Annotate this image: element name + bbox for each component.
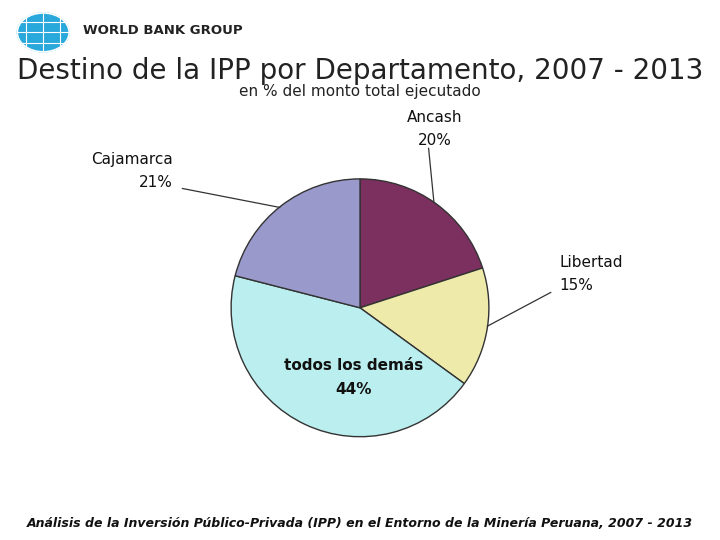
Text: Cajamarca: Cajamarca (91, 152, 173, 167)
Text: Destino de la IPP por Departamento, 2007 - 2013: Destino de la IPP por Departamento, 2007… (17, 57, 703, 85)
Text: en % del monto total ejecutado: en % del monto total ejecutado (239, 84, 481, 99)
Text: 21%: 21% (139, 176, 173, 190)
Text: Ancash: Ancash (407, 110, 462, 125)
Circle shape (17, 13, 69, 52)
Text: todos los demás: todos los demás (284, 359, 423, 373)
Text: WORLD BANK GROUP: WORLD BANK GROUP (83, 24, 243, 37)
Text: 44%: 44% (336, 381, 372, 396)
Wedge shape (231, 276, 464, 437)
Wedge shape (235, 179, 360, 308)
Text: Libertad: Libertad (560, 255, 624, 270)
Text: 15%: 15% (560, 279, 594, 293)
Wedge shape (360, 268, 489, 383)
Wedge shape (360, 179, 482, 308)
Text: 20%: 20% (418, 133, 451, 148)
Text: Análisis de la Inversión Público-Privada (IPP) en el Entorno de la Minería Perua: Análisis de la Inversión Público-Privada… (27, 517, 693, 530)
